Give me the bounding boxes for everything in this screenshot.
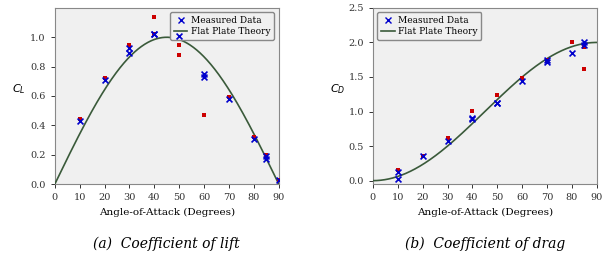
Point (199, 72, 209, 76)
Point (75, 119, 85, 123)
Text: (a)  Coefficient of lift: (a) Coefficient of lift (93, 237, 240, 251)
Point (199, 113, 209, 117)
Point (174, 53, 184, 57)
Point (100, 76, 110, 80)
Point (249, 136, 259, 141)
Point (393, 168, 403, 172)
Point (468, 117, 477, 121)
Point (443, 136, 452, 141)
Point (443, 138, 452, 143)
Point (75, 117, 85, 122)
Point (149, 32, 159, 36)
Point (542, 58, 552, 62)
Point (199, 75, 209, 79)
Point (174, 43, 184, 47)
Point (468, 109, 477, 113)
X-axis label: Angle-of-Attack (Degrees): Angle-of-Attack (Degrees) (99, 208, 235, 217)
Point (517, 79, 527, 83)
Text: (b)  Coefficient of drag: (b) Coefficient of drag (405, 237, 565, 251)
Point (125, 45, 135, 50)
Point (493, 100, 502, 105)
Point (261, 153, 271, 157)
Point (249, 135, 259, 139)
Point (393, 170, 403, 174)
Point (567, 51, 577, 55)
Point (517, 76, 527, 80)
Legend: Measured Data, Flat Plate Theory: Measured Data, Flat Plate Theory (378, 12, 481, 40)
Point (418, 154, 428, 159)
Point (125, 43, 135, 47)
Point (224, 97, 234, 101)
Point (274, 178, 284, 182)
Point (580, 67, 590, 71)
Point (418, 154, 428, 158)
Point (542, 60, 552, 64)
Point (580, 40, 590, 44)
Point (125, 51, 135, 55)
Point (100, 78, 110, 82)
Point (580, 45, 590, 49)
Legend: Measured Data, Flat Plate Theory: Measured Data, Flat Plate Theory (171, 12, 274, 40)
Point (493, 93, 502, 97)
Point (149, 32, 159, 36)
Point (542, 58, 552, 62)
Point (174, 34, 184, 38)
Point (224, 95, 234, 100)
Point (567, 40, 577, 44)
Point (274, 178, 284, 182)
Point (149, 14, 159, 19)
Point (580, 42, 590, 47)
Point (393, 177, 403, 181)
X-axis label: Angle-of-Attack (Degrees): Angle-of-Attack (Degrees) (417, 208, 553, 217)
Y-axis label: $C_D$: $C_D$ (329, 82, 345, 96)
Point (468, 116, 477, 120)
Point (493, 101, 502, 105)
Point (261, 154, 271, 158)
Point (261, 157, 271, 161)
Point (149, 32, 159, 36)
Y-axis label: $C_L$: $C_L$ (12, 82, 26, 96)
